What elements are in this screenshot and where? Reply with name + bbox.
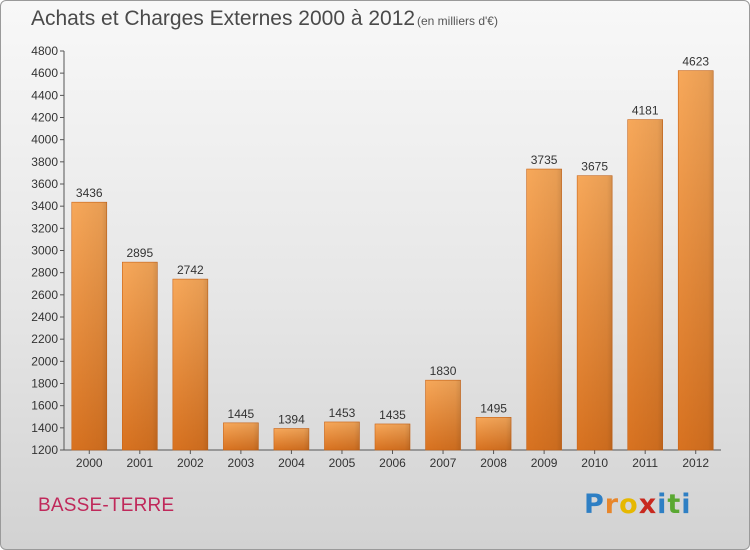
x-tick-label: 2012 bbox=[682, 456, 709, 470]
x-tick-label: 2006 bbox=[379, 456, 406, 470]
bar-shade bbox=[476, 417, 512, 450]
y-tick-label: 3600 bbox=[31, 177, 58, 191]
bar-shade bbox=[324, 421, 360, 450]
y-tick-label: 3800 bbox=[31, 155, 58, 169]
x-tick-label: 2005 bbox=[329, 456, 356, 470]
y-tick-label: 3200 bbox=[31, 221, 58, 235]
data-label: 4181 bbox=[632, 104, 659, 118]
x-tick-label: 2000 bbox=[76, 456, 103, 470]
y-tick-label: 4800 bbox=[31, 44, 58, 58]
proxiti-logo[interactable]: Proxiti bbox=[584, 489, 692, 520]
logo-letter: P bbox=[584, 489, 605, 520]
y-tick-labels: 1200 1400 1600 1800 2000 2200 2400 2600 2800 3000… bbox=[31, 44, 58, 457]
chart-title: Achats et Charges Externes 2000 à 2012 bbox=[31, 7, 416, 30]
x-tick-label: 2001 bbox=[126, 456, 153, 470]
y-tick-label: 1800 bbox=[31, 377, 58, 391]
x-tick-label: 2010 bbox=[581, 456, 608, 470]
y-tick-label: 4600 bbox=[31, 66, 58, 80]
data-label: 2895 bbox=[126, 246, 153, 260]
bar-shade bbox=[71, 202, 107, 450]
y-tick-label: 3000 bbox=[31, 244, 58, 258]
y-tick-label: 1200 bbox=[31, 443, 58, 457]
logo-letter: i bbox=[681, 489, 692, 520]
logo-letter: t bbox=[667, 489, 682, 520]
data-label: 3436 bbox=[76, 186, 103, 200]
data-label: 3675 bbox=[581, 160, 608, 174]
x-tick-label: 2004 bbox=[278, 456, 305, 470]
y-tick-label: 4000 bbox=[31, 133, 58, 147]
logo-letter: r bbox=[604, 489, 620, 520]
bar-shade bbox=[678, 70, 714, 451]
y-tick-label: 4400 bbox=[31, 88, 58, 102]
logo-letter: x bbox=[638, 489, 658, 520]
data-label: 1445 bbox=[228, 407, 255, 421]
bar-shade bbox=[526, 169, 562, 450]
y-tick-label: 4200 bbox=[31, 111, 58, 125]
bar-shade bbox=[375, 423, 410, 450]
data-label: 4623 bbox=[682, 55, 709, 69]
bar-shade bbox=[627, 119, 663, 450]
bar-shade bbox=[172, 279, 208, 450]
x-tick-label: 2002 bbox=[177, 456, 204, 470]
x-tick-label: 2003 bbox=[228, 456, 255, 470]
data-label: 1394 bbox=[278, 412, 305, 426]
x-tick-label: 2009 bbox=[531, 456, 558, 470]
y-tick-label: 2400 bbox=[31, 310, 58, 324]
x-tick-labels: 2000 2001 2002 2003 2004 2005 2006 2007 2008 2009… bbox=[76, 456, 709, 470]
y-tick-label: 2000 bbox=[31, 354, 58, 368]
x-tick-label: 2008 bbox=[480, 456, 507, 470]
axes bbox=[60, 50, 721, 454]
y-tick-label: 3400 bbox=[31, 199, 58, 213]
x-tick-label: 2011 bbox=[632, 456, 658, 470]
data-label: 1453 bbox=[329, 406, 356, 420]
data-label: 3735 bbox=[531, 153, 558, 167]
data-label: 1830 bbox=[430, 364, 457, 378]
bar-shade bbox=[577, 175, 613, 450]
chart-subtitle: (en milliers d'€) bbox=[417, 14, 498, 28]
data-label: 1435 bbox=[379, 408, 406, 422]
data-label: 1495 bbox=[480, 401, 507, 415]
bar-shade bbox=[425, 380, 461, 450]
bar-shade bbox=[273, 428, 309, 450]
y-tick-label: 1400 bbox=[31, 421, 58, 435]
y-tick-label: 2200 bbox=[31, 332, 58, 346]
bars bbox=[71, 70, 714, 451]
logo-letter: i bbox=[657, 489, 668, 520]
y-tick-label: 2600 bbox=[31, 288, 58, 302]
bar-shade bbox=[223, 422, 259, 450]
y-tick-label: 2800 bbox=[31, 266, 58, 280]
data-label: 2742 bbox=[177, 263, 204, 277]
commune-name: BASSE-TERRE bbox=[38, 495, 175, 516]
data-labels: 3436 2895 2742 1445 1394 1453 1435 1830 1495 3735… bbox=[76, 55, 709, 427]
y-tick-label: 1600 bbox=[31, 399, 58, 413]
logo-letter: o bbox=[619, 489, 639, 520]
bar-shade bbox=[122, 262, 158, 450]
x-tick-label: 2007 bbox=[430, 456, 457, 470]
